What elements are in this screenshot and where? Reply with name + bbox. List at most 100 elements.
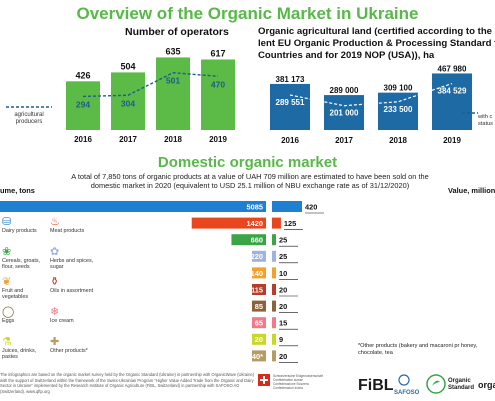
- land-total-label-2019: 467 980: [438, 64, 467, 73]
- land-title-line-3: Countries and for 2019 NOP (USA)), ha: [258, 50, 435, 61]
- value-label-3: 25: [279, 252, 287, 261]
- volume-label-5: 115: [251, 285, 263, 294]
- legend-label-8: Juices, drinks, pastes: [2, 348, 37, 360]
- legend-item-6: ◯ Eggs: [2, 306, 48, 324]
- operators-year-label-2018: 2018: [164, 135, 182, 144]
- value-bar-9: [272, 350, 276, 362]
- operators-producers-line: [82, 72, 219, 98]
- organic-standard-logo-1: Organic: [448, 378, 471, 384]
- organic-standard-logo-2: Standard: [448, 385, 474, 391]
- land-total-label-2016: 381 173: [276, 75, 305, 84]
- value-bar-2: [272, 234, 276, 246]
- land-chart: 381 173 2016 289 000 2017 309 100 2018 467 980…: [270, 64, 472, 145]
- volume-bar-6: [252, 300, 266, 312]
- legend-icon-3: ✿: [50, 246, 60, 258]
- volume-bar-0: [0, 201, 266, 212]
- legend-label-0: Dairy products: [2, 228, 37, 234]
- domestic-description: A total of 7,850 tons of organic product…: [71, 172, 429, 190]
- operators-bar-2017: [111, 72, 145, 130]
- volume-label-7: 65: [255, 319, 263, 328]
- operators-bar-2019: [201, 59, 235, 130]
- legend-icon-5: ⚱: [50, 276, 60, 288]
- safoso-logo-mark: [398, 374, 410, 386]
- operators-bar-2018: [156, 57, 190, 130]
- volume-axis-label: ume, tons: [0, 186, 35, 195]
- value-label-4: 10: [279, 269, 287, 278]
- land-legend-line: [462, 112, 478, 114]
- legend-icon-4: ❦: [2, 276, 12, 288]
- value-bar-6: [272, 300, 276, 312]
- land-year-label-2017: 2017: [335, 136, 353, 145]
- volume-label-1: 1420: [247, 219, 263, 228]
- legend-item-7: ❄ Ice cream: [50, 306, 96, 324]
- volume-label-0: 5085: [247, 202, 263, 211]
- legend-icon-9: ✚: [50, 336, 60, 348]
- value-label-6: 20: [279, 302, 287, 311]
- legend-icon-6: ◯: [2, 306, 15, 318]
- volume-bar-1: [191, 217, 266, 229]
- swiss-logo-text-2: Confédération suisse: [273, 378, 303, 382]
- land-bar-2016: [270, 83, 310, 130]
- operators-bar-2016: [66, 81, 100, 130]
- footer-text: The infographics are based on the organi…: [0, 372, 255, 394]
- land-year-label-2016: 2016: [281, 136, 299, 145]
- swiss-logo-text-1: Schweizerische Eidgenossenschaft: [273, 374, 323, 378]
- legend-label-3: Herbs and spices, sugar: [50, 258, 94, 270]
- operators-chart-title: Number of operators: [125, 26, 229, 38]
- land-certified-label-2018: 233 500: [384, 105, 413, 114]
- operators-total-label-2018: 635: [165, 46, 180, 56]
- operators-legend-line: [6, 106, 52, 108]
- operators-producers-label-2016: 294: [76, 99, 90, 109]
- land-title-line-1: Organic agricultural land (certified acc…: [258, 26, 495, 37]
- legend-item-2: ❀ Cereals, groats, flour, seeds: [2, 246, 48, 270]
- land-certified-label-2019: 384 529: [438, 87, 467, 96]
- legend-label-9: Other products*: [50, 348, 88, 354]
- legend-label-7: Ice cream: [50, 318, 74, 324]
- volume-label-2: 660: [251, 236, 263, 245]
- partner-logos: Schweizerische Eidgenossenschaft Confédé…: [258, 372, 495, 396]
- land-total-label-2017: 289 000: [330, 86, 359, 95]
- land-bar-2018: [378, 92, 418, 130]
- legend-item-4: ❦ Fruit and vegetables: [2, 276, 48, 300]
- legend-item-9: ✚ Other products*: [50, 336, 96, 354]
- volume-label-3: 220: [251, 252, 263, 261]
- value-bar-4: [272, 267, 276, 279]
- category-legend: ⛁ Dairy products ♨ Meat products ❀ Cereals, g…: [2, 216, 152, 366]
- other-products-note: *Other products (bakery and macaroni pr …: [358, 343, 478, 356]
- volume-bar-4: [252, 267, 266, 279]
- value-label-1: 125: [284, 219, 296, 228]
- land-bar-2017: [324, 95, 364, 130]
- operators-year-label-2019: 2019: [209, 135, 227, 144]
- legend-label-6: Eggs: [2, 318, 15, 324]
- operators-total-label-2017: 504: [120, 61, 135, 71]
- legend-label-4: Fruit and vegetables: [2, 288, 29, 300]
- value-label-9: 20: [279, 352, 287, 361]
- swiss-logo-text-3: Confederazione Svizzera: [273, 382, 309, 386]
- land-certified-label-2017: 201 000: [330, 109, 359, 118]
- volume-bar-9: [252, 350, 266, 362]
- legend-item-5: ⚱ Oils in assortment: [50, 276, 96, 294]
- operators-legend-label: agricultural producers: [14, 112, 44, 125]
- volume-bar-2: [231, 234, 266, 246]
- legend-item-3: ✿ Herbs and spices, sugar: [50, 246, 96, 270]
- operators-total-label-2019: 617: [210, 48, 225, 58]
- volume-bar-8: [252, 333, 266, 345]
- value-bar-7: [272, 317, 276, 329]
- volume-label-9: 40*: [252, 352, 263, 361]
- land-legend-label: with c status: [478, 114, 493, 127]
- legend-icon-0: ⛁: [2, 216, 12, 228]
- land-title-line-2: lent EU Organic Production & Processing …: [258, 38, 495, 49]
- value-axis-label: Value, million: [448, 186, 495, 195]
- volume-bar-5: [252, 284, 266, 295]
- legend-label-1: Meat products: [50, 228, 85, 234]
- land-chart-title: Organic agricultural land (certified acc…: [258, 26, 495, 62]
- value-bar-8: [272, 333, 276, 345]
- domestic-title: Domestic organic market: [157, 154, 338, 171]
- value-label-7: 15: [279, 319, 287, 328]
- volume-bar-7: [252, 317, 266, 329]
- logos-svg: Schweizerische Eidgenossenschaft Confédé…: [258, 374, 495, 396]
- legend-icon-8: ⚗: [2, 336, 12, 348]
- value-bar-3: [272, 250, 276, 262]
- land-year-label-2018: 2018: [389, 136, 407, 145]
- value-label-5: 20: [279, 285, 287, 294]
